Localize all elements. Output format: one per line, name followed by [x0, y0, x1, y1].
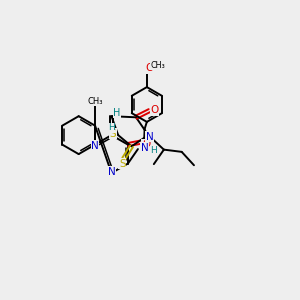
Text: H: H	[108, 123, 115, 132]
Text: CH₃: CH₃	[87, 97, 103, 106]
Text: N: N	[141, 142, 148, 153]
Text: CH₃: CH₃	[151, 61, 166, 70]
Text: S: S	[110, 129, 116, 139]
Text: N: N	[91, 140, 99, 151]
Text: H: H	[113, 108, 121, 118]
Text: N: N	[108, 167, 116, 176]
Text: S: S	[119, 159, 126, 169]
Text: N: N	[146, 132, 154, 142]
Text: H: H	[150, 146, 157, 155]
Text: O: O	[151, 105, 159, 115]
Text: O: O	[142, 139, 150, 149]
Text: O: O	[145, 63, 153, 74]
